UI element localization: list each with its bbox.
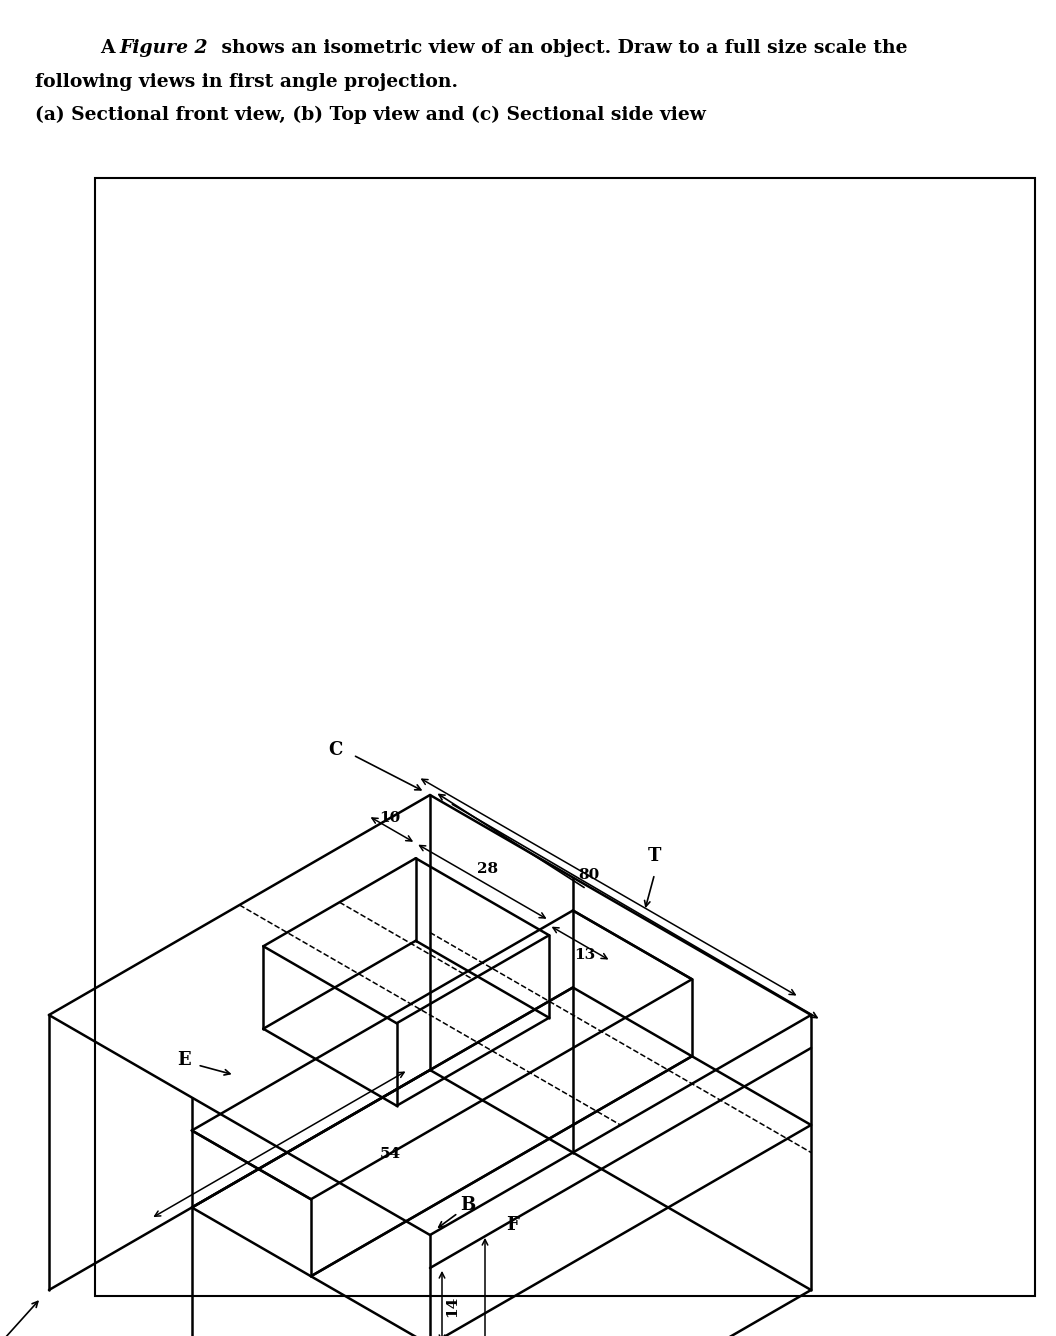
Bar (95, 178, 1035, 1296)
Text: F: F (507, 1216, 520, 1234)
Text: E: E (177, 1051, 191, 1069)
Text: 54: 54 (379, 1148, 400, 1161)
Text: shows an isometric view of an object. Draw to a full size scale the: shows an isometric view of an object. Dr… (215, 39, 907, 57)
Text: (a) Sectional front view, (b) Top view and (c) Sectional side view: (a) Sectional front view, (b) Top view a… (35, 106, 705, 124)
Text: T: T (648, 847, 661, 864)
Text: 10: 10 (379, 811, 400, 824)
Text: Figure 2: Figure 2 (119, 39, 207, 57)
Text: A: A (100, 39, 121, 57)
Text: 28: 28 (477, 862, 498, 876)
Text: 13: 13 (574, 949, 596, 962)
Text: 80: 80 (578, 868, 599, 882)
Text: C: C (327, 741, 342, 759)
Text: following views in first angle projection.: following views in first angle projectio… (35, 73, 458, 91)
Text: 14: 14 (445, 1296, 459, 1317)
Text: B: B (460, 1196, 475, 1214)
